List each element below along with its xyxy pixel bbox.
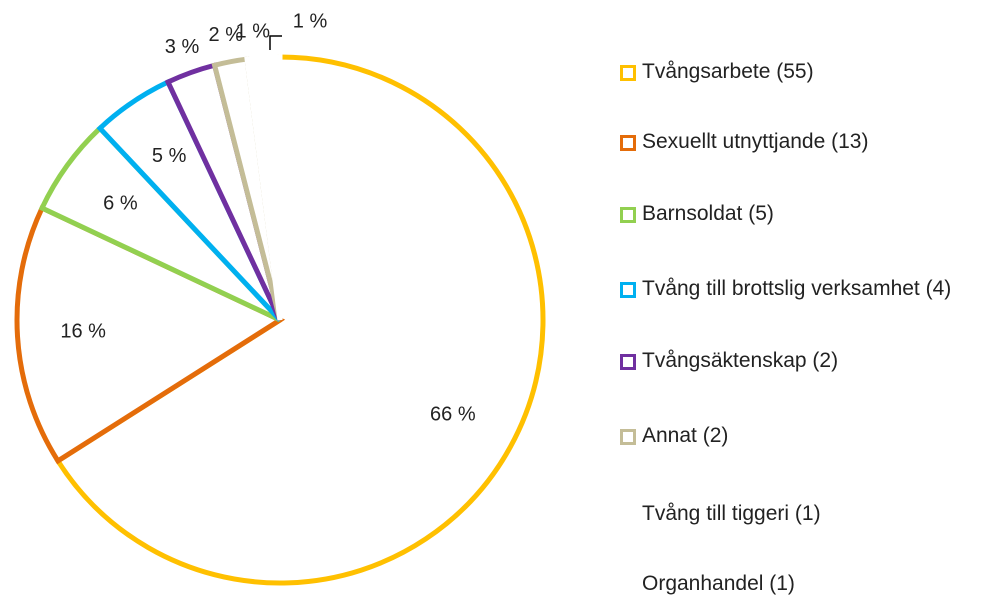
legend-swatch (620, 577, 636, 593)
legend-label: Annat (2) (642, 424, 729, 447)
legend-label: Tvångsarbete (55) (642, 60, 814, 83)
legend-item: Tvångsarbete (55) (620, 55, 980, 89)
legend-item: Sexuellt utnyttjande (13) (620, 125, 980, 159)
legend-item: Tvångsäktenskap (2) (620, 344, 980, 378)
legend-swatch (620, 507, 636, 523)
legend-item: Tvång till tiggeri (1) (620, 497, 980, 531)
legend-swatch (620, 65, 636, 81)
legend-label: Tvång till brottslig verksamhet (4) (642, 277, 952, 300)
data-label: 5 % (152, 145, 187, 167)
legend-swatch (620, 207, 636, 223)
data-label: 2 % (209, 24, 244, 46)
leader-line (269, 35, 282, 50)
legend-swatch (620, 135, 636, 151)
legend-label: Tvång till tiggeri (1) (642, 502, 821, 525)
legend-label: Organhandel (1) (642, 572, 795, 595)
pie-slice (54, 54, 546, 586)
data-label: 3 % (165, 36, 200, 58)
data-label: 66 % (430, 403, 476, 425)
legend-item: Tvång till brottslig verksamhet (4) (620, 272, 980, 306)
legend-label: Sexuellt utnyttjande (13) (642, 130, 869, 153)
data-label: 1 % (293, 10, 328, 32)
legend-label: Tvångsäktenskap (2) (642, 349, 839, 372)
legend-item: Annat (2) (620, 419, 980, 453)
legend-item: Barnsoldat (5) (620, 197, 980, 231)
legend-swatch (620, 429, 636, 445)
legend-label: Barnsoldat (5) (642, 202, 774, 225)
data-label: 1 % (236, 20, 271, 42)
data-label: 6 % (103, 192, 138, 214)
legend-swatch (620, 282, 636, 298)
legend-item: Organhandel (1) (620, 567, 980, 601)
data-label: 16 % (60, 321, 106, 343)
pie-slice (14, 204, 286, 465)
pie-slice (260, 54, 283, 321)
legend-swatch (620, 354, 636, 370)
